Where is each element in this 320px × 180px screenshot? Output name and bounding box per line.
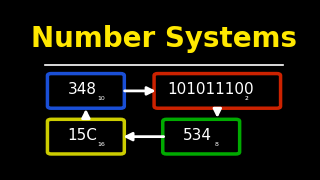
Text: ₂: ₂ [245, 92, 249, 102]
Text: Number Systems: Number Systems [31, 25, 297, 53]
Text: 15C: 15C [68, 128, 98, 143]
Text: ₈: ₈ [214, 138, 218, 148]
FancyBboxPatch shape [163, 119, 240, 154]
Text: ₁₀: ₁₀ [97, 92, 105, 102]
FancyBboxPatch shape [47, 119, 124, 154]
Text: 534: 534 [183, 128, 212, 143]
Text: ₁₆: ₁₆ [97, 138, 105, 148]
Text: 348: 348 [68, 82, 97, 97]
FancyBboxPatch shape [154, 74, 281, 108]
FancyBboxPatch shape [47, 74, 124, 108]
Text: 101011100: 101011100 [168, 82, 254, 97]
